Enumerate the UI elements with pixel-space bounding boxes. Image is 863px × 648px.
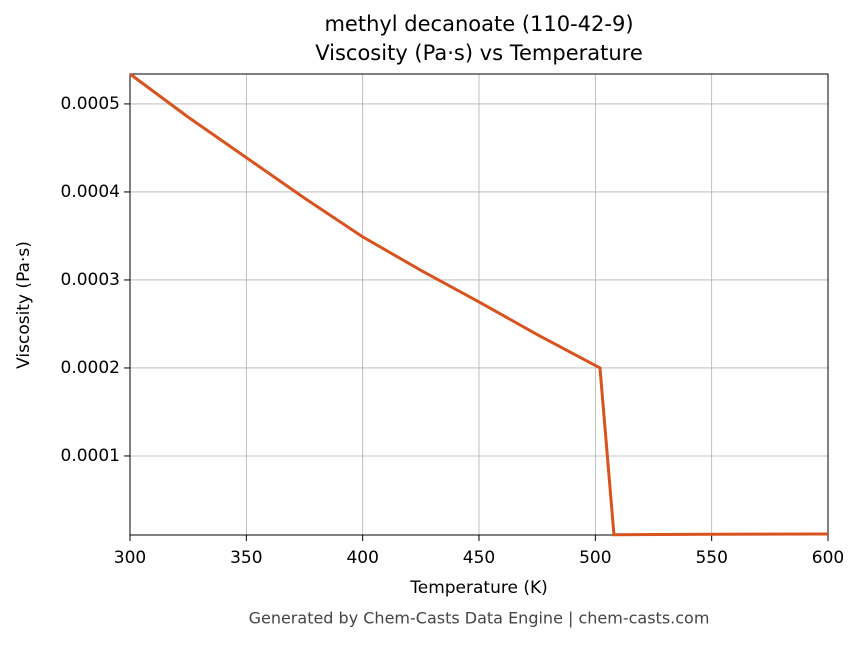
x-tick-label: 500 [579,548,611,568]
x-axis-label: Temperature (K) [409,578,548,598]
y-tick-label: 0.0005 [61,94,120,114]
x-tick-label: 450 [463,548,495,568]
x-tick-label: 300 [114,548,146,568]
x-tick-label: 600 [812,548,844,568]
y-tick-label: 0.0003 [61,270,120,290]
y-tick-label: 0.0001 [61,446,120,466]
plot-frame [129,73,829,536]
data-line [129,72,829,537]
chart-subtitle: Viscosity (Pa·s) vs Temperature [315,41,643,65]
x-tick-label: 400 [346,548,378,568]
caption: Generated by Chem-Casts Data Engine | ch… [249,609,710,628]
y-tick-label: 0.0004 [61,182,120,202]
x-tick-label: 550 [695,548,727,568]
x-tick-label: 350 [230,548,262,568]
y-axis-label: Viscosity (Pa·s) [14,241,34,369]
chart-title: methyl decanoate (110-42-9) [324,12,633,36]
y-tick-label: 0.0002 [61,358,120,378]
